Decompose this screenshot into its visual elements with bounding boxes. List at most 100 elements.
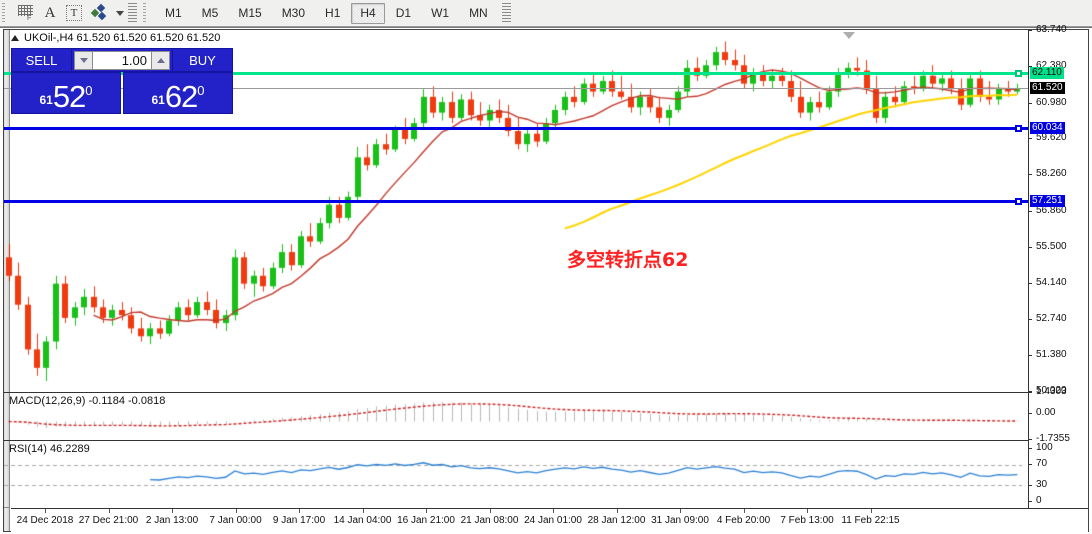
rsi-tick-label: 100	[1036, 442, 1053, 453]
chart-dropdown-caret-icon[interactable]	[843, 32, 855, 39]
sell-price-prefix: 61	[39, 93, 53, 107]
support-line-1-handle[interactable]	[1015, 124, 1022, 132]
time-tick	[489, 509, 491, 513]
price-tick-label: 55.500	[1036, 240, 1067, 252]
macd-pane[interactable]: MACD(12,26,9) -0.1184 -0.0818	[4, 392, 1088, 439]
resistance-line-handle[interactable]	[1015, 69, 1022, 77]
rsi-pane[interactable]: RSI(14) 46.2289	[4, 440, 1088, 507]
buy-price-main: 62	[164, 79, 198, 114]
buy-button[interactable]: BUY	[172, 48, 233, 72]
resistance-line-label[interactable]: 62.110	[1030, 66, 1064, 79]
timeframe-h4[interactable]: H4	[351, 2, 385, 24]
timeframe-d1[interactable]: D1	[395, 6, 412, 20]
text-label-tool-glyph: T	[65, 5, 83, 21]
timeframe-w1[interactable]: W1	[431, 6, 450, 20]
price-axis[interactable]: 63.740 62.380 60.980 59.620 58.260 56.860 55.5…	[1028, 24, 1088, 531]
bid-price-label[interactable]: 61.520	[1030, 82, 1065, 95]
timeframe-m1[interactable]: M1	[165, 6, 182, 20]
price-tick-label: 50.020	[1036, 385, 1067, 396]
volume-increase-button[interactable]	[151, 50, 170, 70]
macd-label: MACD(12,26,9) -0.1184 -0.0818	[9, 395, 166, 407]
time-tick-label: 7 Jan 00:00	[209, 515, 262, 526]
time-tick	[807, 509, 808, 513]
support-line-1[interactable]	[4, 126, 1088, 130]
resistance-line[interactable]	[4, 71, 1088, 75]
timeframe-m30[interactable]: M30	[281, 6, 306, 20]
chart-annotation-text: 多空转折点62	[567, 249, 689, 271]
sell-price-fraction: 0	[85, 83, 93, 98]
objects-icon[interactable]	[86, 2, 114, 24]
one-click-trading-panel[interactable]: SELL 1.00 BUY 61 52 0 61 62 0	[11, 48, 233, 114]
price-tick-label: 58.260	[1036, 168, 1067, 180]
rsi-canvas	[4, 441, 1022, 507]
bid-price-line[interactable]	[4, 88, 1088, 90]
text-tool-label: A	[44, 4, 56, 21]
buy-price-button[interactable]: 61 62 0	[123, 72, 233, 114]
time-tick	[426, 509, 427, 513]
macd-canvas	[4, 393, 1022, 439]
time-tick	[680, 509, 681, 513]
buy-price-prefix: 61	[151, 93, 165, 107]
support-line-label-1[interactable]: 60.034	[1030, 121, 1065, 134]
volume-decrease-button[interactable]	[74, 50, 93, 70]
support-line-2-handle[interactable]	[1015, 197, 1022, 205]
time-tick-label: 16 Jan 21:00	[397, 515, 455, 526]
main-toolbar: F A T M1 M5 M15 M30 H1 H4 D1 W1 MN	[0, 0, 1092, 27]
timeframe-mn[interactable]: MN	[469, 6, 488, 20]
price-tick-label: 60.980	[1036, 96, 1067, 108]
time-tick	[299, 509, 300, 513]
volume-input[interactable]: 1.00	[93, 50, 151, 70]
support-line-label-2[interactable]: 57.251	[1030, 194, 1065, 207]
volume-stepper[interactable]: 1.00	[72, 48, 172, 72]
toolbar-grip-1[interactable]	[2, 3, 11, 23]
rsi-tick-label: 70	[1036, 457, 1048, 469]
chart-collapse-icon[interactable]	[11, 35, 19, 41]
support-line-2[interactable]	[4, 199, 1088, 203]
time-tick-label: 24 Jan 01:00	[524, 515, 582, 526]
price-tick-label: 63.740	[1036, 24, 1067, 35]
time-tick	[362, 509, 364, 513]
price-tick-label: 56.860	[1036, 205, 1067, 217]
time-tick	[553, 509, 554, 513]
price-tick-label: 54.140	[1036, 276, 1067, 288]
macd-tick-label: -1.7355	[1036, 433, 1070, 444]
rsi-label: RSI(14) 46.2289	[9, 443, 90, 455]
time-tick-label: 24 Dec 2018	[16, 515, 74, 526]
sell-price-button[interactable]: 61 52 0	[11, 72, 121, 114]
time-tick	[870, 509, 872, 513]
timeframe-m15[interactable]: M15	[238, 6, 262, 20]
time-tick-label: 4 Feb 20:00	[716, 515, 771, 526]
crosshair-cursor-icon[interactable]: F	[14, 2, 38, 24]
time-axis[interactable]: 24 Dec 2018 27 Dec 21:00 2 Jan 13:00 7 Jan …	[11, 508, 1088, 532]
price-tick-label: 59.620	[1036, 132, 1067, 144]
text-tool-icon[interactable]: A	[38, 2, 62, 24]
sell-button[interactable]: SELL	[11, 48, 72, 72]
macd-tick-label: 0.00	[1036, 407, 1056, 419]
time-tick	[235, 509, 237, 513]
time-tick-label: 9 Jan 17:00	[272, 515, 326, 526]
time-tick-label: 28 Jan 12:00	[587, 515, 646, 526]
chart-corner-grip[interactable]	[4, 507, 10, 531]
timeframe-m5[interactable]: M5	[201, 6, 219, 20]
time-tick-label: 31 Jan 09:00	[651, 515, 709, 526]
time-tick	[108, 509, 110, 513]
chart-frame: UKOil-,H4 61.520 61.520 61.520 61.520 多空…	[3, 24, 1089, 532]
crosshair-f-label: F	[27, 14, 32, 22]
crosshair-grid-glyph	[18, 4, 33, 16]
time-tick-label: 7 Feb 13:00	[780, 515, 834, 526]
toolbar-grip-2[interactable]	[143, 3, 152, 23]
time-tick-label: 11 Feb 22:15	[841, 515, 900, 526]
chart-title-text: UKOil-,H4 61.520 61.520 61.520 61.520	[24, 32, 221, 44]
toolbar-separator	[128, 3, 137, 23]
time-tick	[743, 509, 745, 513]
text-label-tool-icon[interactable]: T	[62, 2, 86, 24]
objects-glyph	[89, 3, 111, 22]
time-tick-label: 27 Dec 21:00	[78, 515, 139, 526]
time-tick	[616, 509, 618, 513]
time-tick-label: 21 Jan 08:00	[460, 515, 519, 526]
objects-dropdown-caret-icon[interactable]	[116, 10, 124, 16]
time-tick-label: 2 Jan 13:00	[145, 515, 199, 526]
time-tick-label: 14 Jan 04:00	[333, 515, 392, 526]
price-tick-label: 51.380	[1036, 349, 1067, 361]
timeframe-h1[interactable]: H1	[325, 6, 341, 20]
